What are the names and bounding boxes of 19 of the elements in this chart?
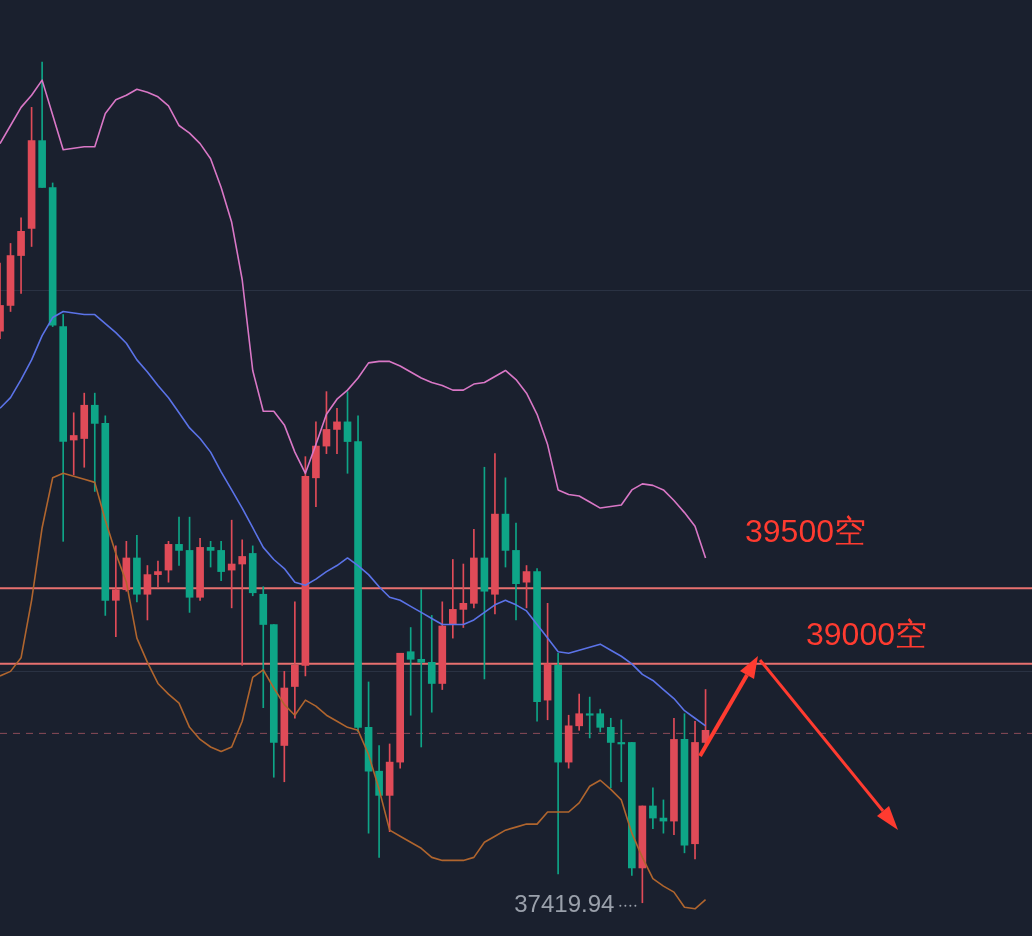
candlestick: [227, 519, 236, 609]
annotation: 37419.94: [514, 890, 615, 918]
candlestick: [427, 615, 436, 713]
candlestick: [69, 412, 78, 476]
ref-line-label: 39000空: [806, 615, 927, 652]
candlestick: [585, 696, 594, 739]
candlestick: [417, 589, 426, 748]
candlestick: [112, 545, 120, 637]
candlestick: [333, 407, 341, 454]
candlestick: [154, 560, 162, 588]
candlestick: [406, 627, 415, 716]
candlestick: [175, 516, 183, 566]
ref-line-label: 39500空: [745, 513, 866, 550]
candlestick: [291, 601, 299, 719]
candlestick: [606, 717, 615, 789]
candlestick: [238, 539, 247, 666]
candlestick: [90, 392, 99, 492]
candlestick: [617, 719, 626, 783]
candlestick: [448, 559, 457, 639]
